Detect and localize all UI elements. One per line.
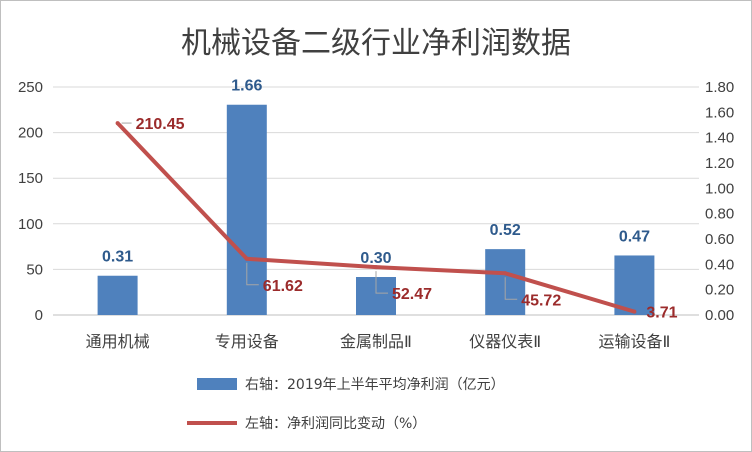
category-axis-labels: 通用机械 专用设备 金属制品Ⅱ 仪器仪表Ⅱ 运输设备Ⅱ xyxy=(86,332,671,351)
chart-title: 机械设备二级行业净利润数据 xyxy=(181,26,571,61)
bar-data-label: 1.66 xyxy=(231,78,262,95)
bar xyxy=(614,255,655,315)
legend-bar-swatch xyxy=(197,378,237,390)
left-tick-label: 200 xyxy=(18,125,43,142)
left-tick-label: 150 xyxy=(18,170,43,187)
line-series xyxy=(115,121,637,314)
left-tick-label: 100 xyxy=(18,216,43,233)
bar-data-label: 0.47 xyxy=(619,228,650,245)
bar-data-label: 0.31 xyxy=(102,249,133,266)
category-label: 金属制品Ⅱ xyxy=(340,332,412,351)
line-point xyxy=(244,256,249,261)
leader-line xyxy=(504,277,518,300)
line-data-labels: 210.45 61.62 52.47 45.72 3.71 xyxy=(136,116,678,322)
legend: 右轴：2019年上半年平均净利润（亿元） 左轴：净利润同比变动（%） xyxy=(187,377,505,432)
right-tick-label: 1.60 xyxy=(705,104,734,121)
gridlines xyxy=(53,86,699,316)
bar xyxy=(97,275,138,315)
bar-data-label: 0.52 xyxy=(490,222,521,239)
line-data-label: 210.45 xyxy=(136,116,185,133)
right-tick-label: 1.00 xyxy=(705,180,734,197)
right-tick-label: 0.00 xyxy=(705,307,734,324)
right-tick-label: 0.80 xyxy=(705,206,734,223)
category-label: 专用设备 xyxy=(215,332,279,351)
right-tick-label: 0.40 xyxy=(705,256,734,273)
line-data-label: 61.62 xyxy=(263,278,303,295)
right-tick-label: 1.20 xyxy=(705,155,734,172)
line-data-label: 3.71 xyxy=(646,305,677,322)
line-data-label: 45.72 xyxy=(521,292,561,309)
right-tick-label: 1.40 xyxy=(705,130,734,147)
left-tick-label: 250 xyxy=(18,79,43,96)
left-axis-ticks: 0 50 100 150 200 250 xyxy=(18,79,43,324)
right-axis-ticks: 0.00 0.20 0.40 0.60 0.80 1.00 1.20 1.40 1.60 1.80 xyxy=(705,79,734,324)
leader-line xyxy=(246,262,259,286)
leader-line xyxy=(375,271,388,294)
line-data-label: 52.47 xyxy=(392,286,432,303)
right-tick-label: 0.60 xyxy=(705,231,734,248)
category-label: 仪器仪表Ⅱ xyxy=(469,332,541,351)
legend-line-label: 左轴：净利润同比变动（%） xyxy=(245,416,426,432)
line-point xyxy=(503,271,508,276)
category-label: 通用机械 xyxy=(86,332,150,351)
line-point xyxy=(374,265,378,270)
right-tick-label: 1.80 xyxy=(705,79,734,96)
bar-data-labels: 0.31 1.66 0.30 0.52 0.47 xyxy=(102,78,650,267)
right-tick-label: 0.20 xyxy=(705,282,734,299)
line-point xyxy=(115,121,120,126)
category-label: 运输设备Ⅱ xyxy=(598,332,670,351)
bar-data-label: 0.30 xyxy=(360,250,391,267)
left-tick-label: 0 xyxy=(35,307,43,324)
label-leader-lines xyxy=(121,122,518,300)
left-tick-label: 50 xyxy=(26,261,43,278)
legend-bar-label: 右轴：2019年上半年平均净利润（亿元） xyxy=(245,377,505,393)
line-point xyxy=(632,309,637,314)
